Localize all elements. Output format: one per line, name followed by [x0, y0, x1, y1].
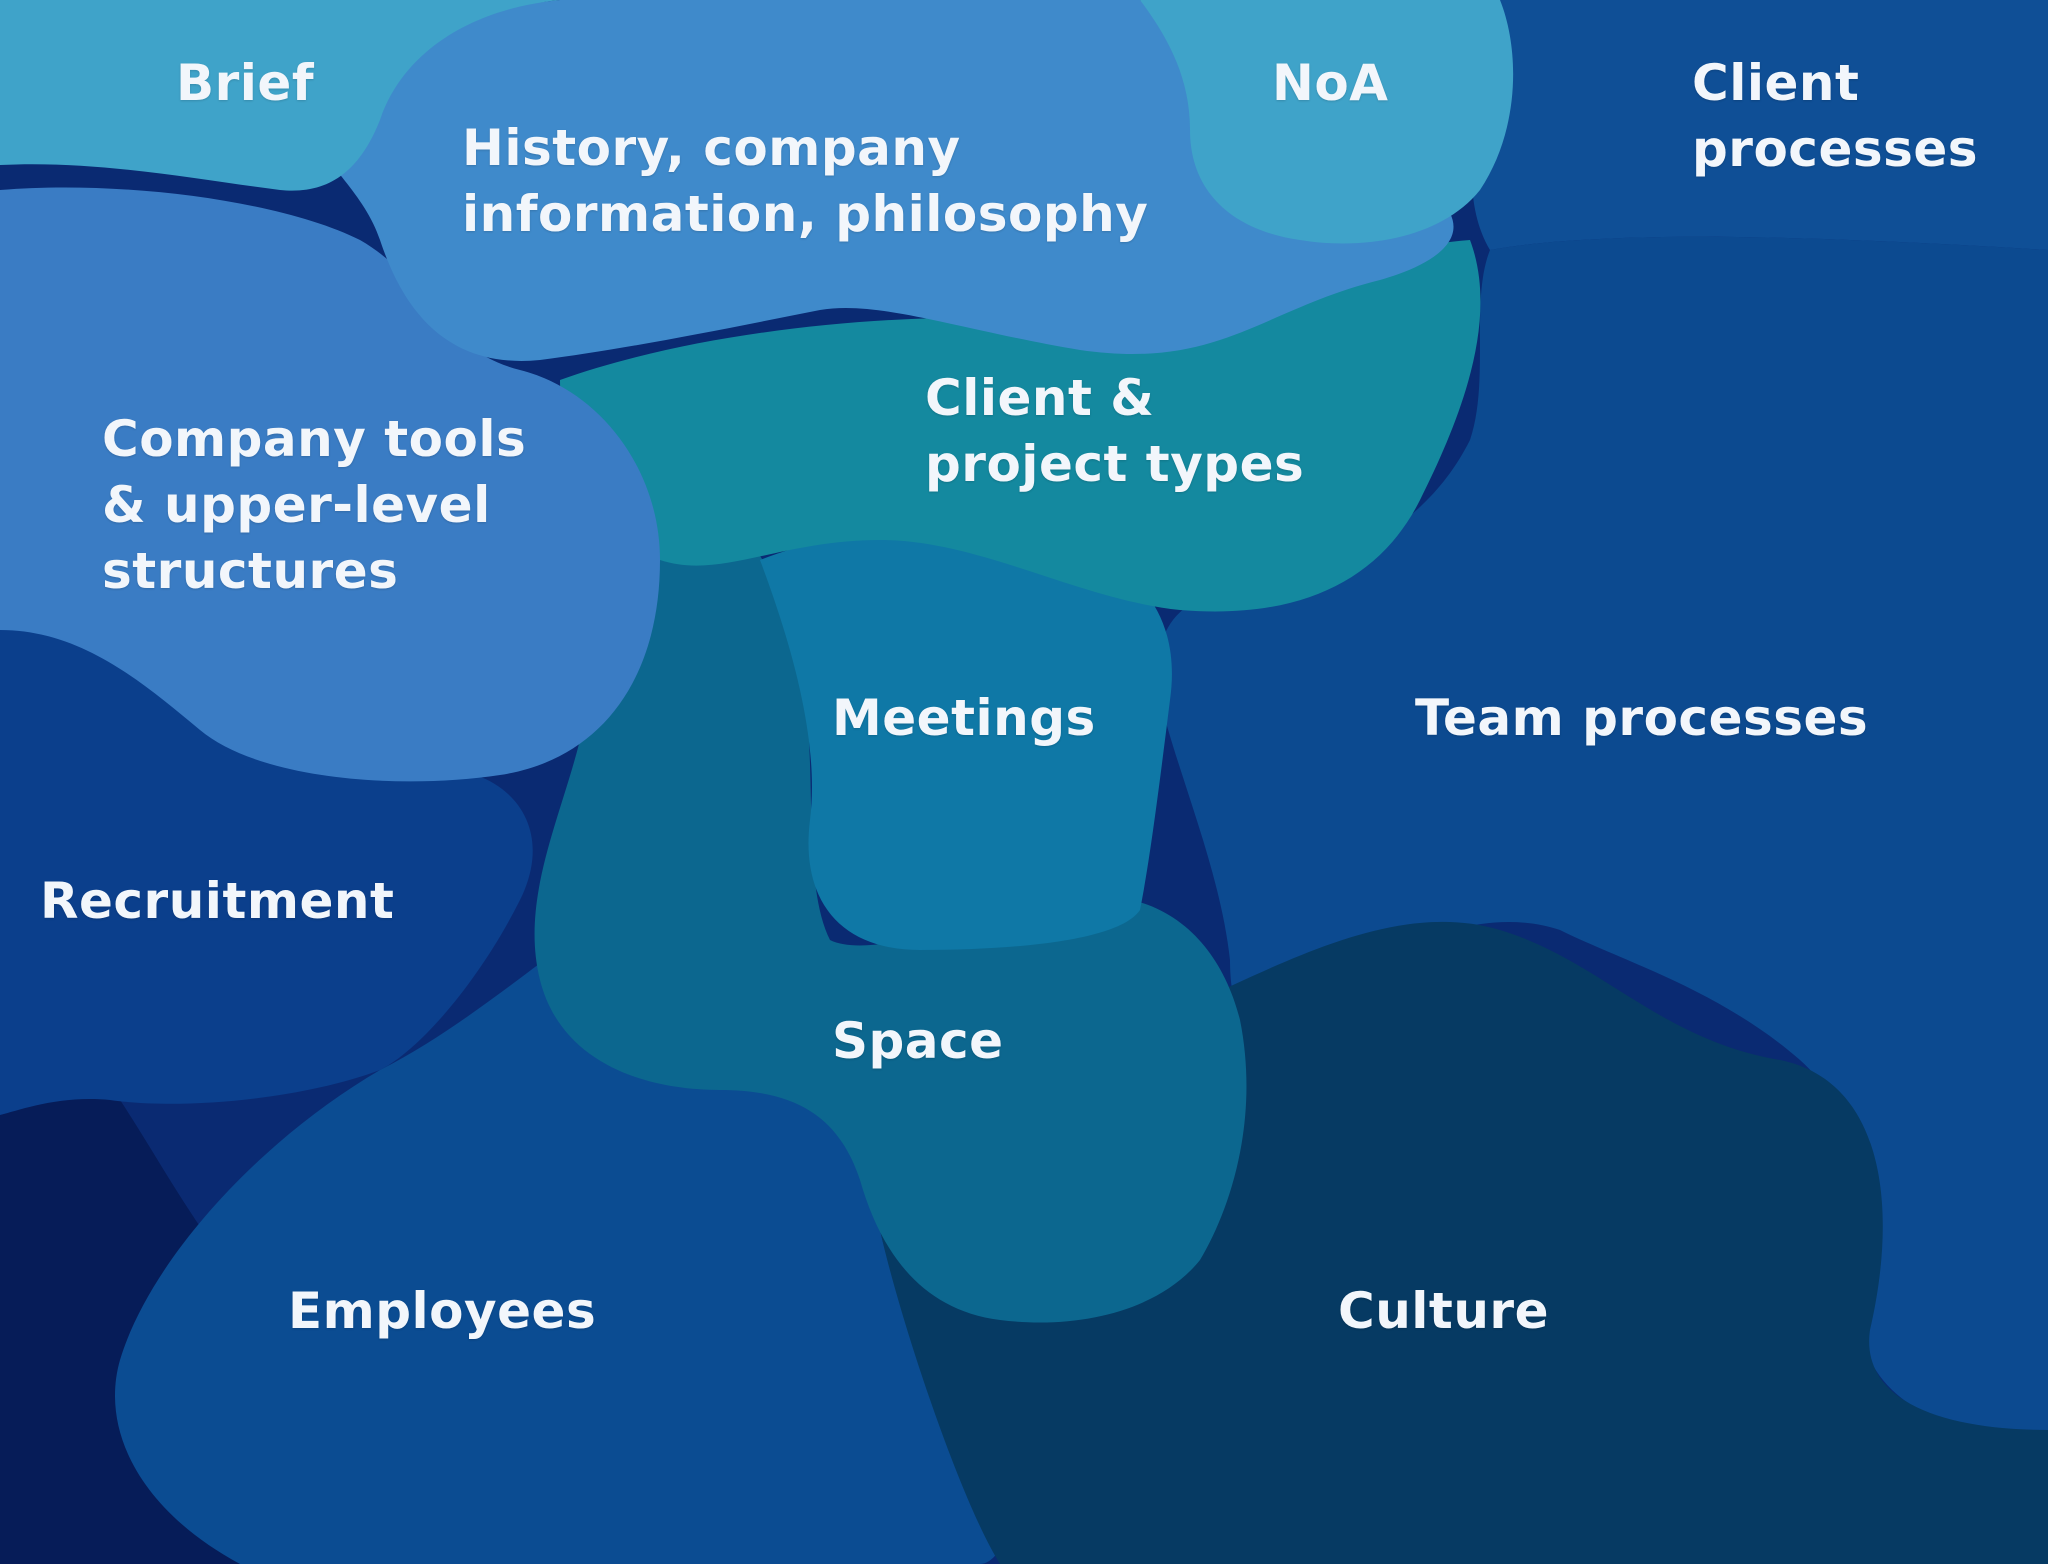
region-noa	[1140, 0, 1514, 244]
label-company-tools: Company tools & upper-level structures	[102, 410, 527, 600]
region-client-processes	[1471, 0, 2048, 250]
label-culture: Culture	[1338, 1282, 1549, 1340]
label-brief: Brief	[176, 54, 315, 112]
region-brief	[0, 0, 560, 191]
label-client-project-types: Client & project types	[925, 369, 1305, 493]
label-space: Space	[832, 1012, 1004, 1070]
region-company-tools	[0, 187, 660, 782]
label-employees: Employees	[288, 1282, 597, 1340]
region-space	[534, 496, 1247, 1323]
label-noa: NoA	[1272, 54, 1389, 112]
region-team-processes	[1157, 236, 2048, 1433]
label-client-processes: Client processes	[1692, 54, 1979, 178]
region-meetings	[760, 530, 1172, 950]
label-history: History, company information, philosophy	[462, 119, 1149, 243]
label-recruitment: Recruitment	[40, 872, 395, 930]
label-meetings: Meetings	[832, 689, 1096, 747]
region-recruitment	[0, 618, 533, 1115]
region-history	[300, 0, 1454, 361]
region-client-project-types	[560, 240, 1481, 612]
label-team-processes: Team processes	[1415, 689, 1869, 747]
